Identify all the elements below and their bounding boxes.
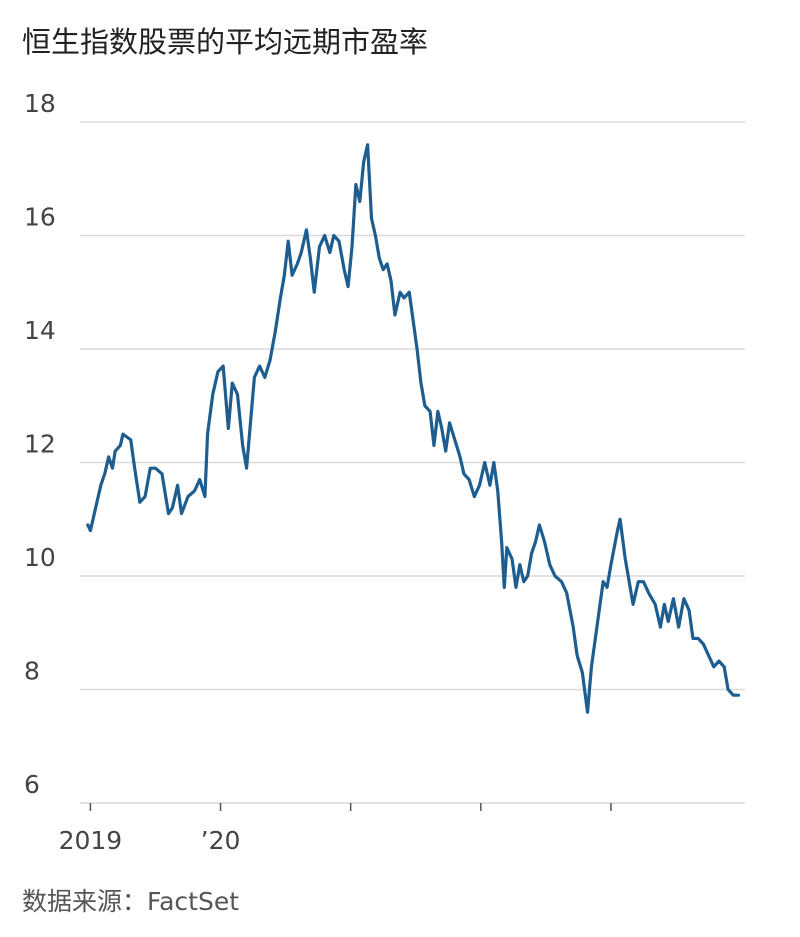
y-tick-label: 6 <box>24 770 40 799</box>
data-line <box>86 143 741 714</box>
y-tick-label: 16 <box>24 203 56 232</box>
chart-title: 恒生指数股票的平均远期市盈率 <box>22 25 428 59</box>
y-tick-label: 12 <box>24 430 56 459</box>
y-tick-label: 14 <box>24 316 56 345</box>
y-tick-label: 10 <box>24 543 56 572</box>
x-tick-label: 2019 <box>59 826 123 855</box>
y-tick-label: 18 <box>24 89 56 118</box>
x-tick-label: ’20 <box>201 826 241 855</box>
source-note: 数据来源：FactSet <box>22 887 239 916</box>
y-tick-label: 8 <box>24 657 40 686</box>
